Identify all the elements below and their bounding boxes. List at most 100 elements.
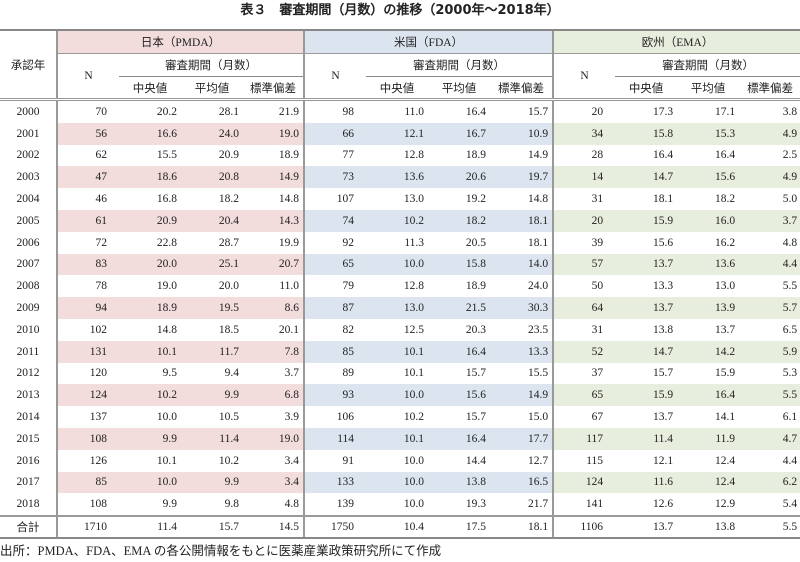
- median-us-cell: 10.1: [403, 367, 425, 380]
- median-eu-cell: 13.7: [615, 515, 678, 540]
- n-us-cell: 73: [303, 166, 367, 189]
- year-cell: 2002: [16, 149, 40, 162]
- median-eu-cell: 15.7: [652, 367, 674, 380]
- mean-japan-cell: 15.7: [181, 515, 243, 540]
- mean-us-cell: 15.6: [428, 384, 491, 407]
- mean-eu-cell: 13.6: [677, 253, 740, 276]
- median-japan-cell: 16.8: [156, 193, 177, 206]
- sd-us-cell: 18.1: [490, 209, 554, 232]
- sd-eu-cell: 5.7: [739, 297, 800, 319]
- sd-japan-cell: 21.9: [278, 105, 300, 118]
- sd-japan-cell: 3.4: [243, 471, 305, 494]
- median-eu-cell: 15.8: [615, 122, 678, 145]
- sd-us-cell: 24.0: [527, 280, 549, 293]
- sd-us-cell: 14.9: [490, 384, 554, 407]
- table-row: 2014 137 10.0 10.5 3.9 106 10.2 15.7 15.0 67 13.7 1…: [0, 406, 800, 428]
- median-us-cell: 10.2: [366, 209, 429, 232]
- table-row: 2002 62 15.5 20.9 18.9 77 12.8 18.9 14.9 28 16.4 16…: [0, 144, 800, 167]
- n-japan-cell: 46: [56, 188, 119, 210]
- mean-eu-cell: 13.9: [677, 297, 740, 319]
- median-us-cell: 11.3: [404, 236, 425, 249]
- median-us-cell: 10.1: [366, 340, 429, 363]
- table-row: 2017 85 10.0 9.9 3.4 133 10.0 13.8 16.5 124 11.6 12…: [0, 471, 800, 494]
- median-japan-cell: 10.1: [156, 454, 177, 467]
- year-cell: 2017: [16, 476, 40, 489]
- n-us-cell: 82: [303, 318, 367, 341]
- median-us-cell: 10.0: [403, 454, 425, 467]
- median-japan-cell: 10.0: [156, 411, 177, 424]
- n-us-cell: 77: [303, 144, 367, 167]
- median-us-cell: 12.1: [366, 122, 429, 145]
- year-cell: 2007: [16, 258, 40, 271]
- n-japan-cell: 126: [56, 449, 119, 472]
- year-cell: 2013: [16, 389, 40, 402]
- mean-eu-cell: 16.4: [714, 149, 736, 162]
- median-eu-cell: 17.3: [652, 105, 674, 118]
- median-us-cell: 12.5: [403, 323, 425, 336]
- sd-japan-cell: 14.3: [243, 209, 305, 232]
- mean-eu-cell: 12.4: [677, 471, 740, 494]
- mean-eu-cell: 13.0: [714, 280, 736, 293]
- mean-japan-cell: 11.7: [181, 340, 243, 363]
- median-us-cell: 13.6: [366, 166, 429, 189]
- mean-us-cell: 16.7: [428, 122, 491, 145]
- mean-us-cell: 15.7: [465, 411, 487, 424]
- n-us-cell: 93: [303, 384, 367, 407]
- sd-japan-cell: 11.0: [279, 280, 300, 293]
- year-cell: 2000: [16, 105, 40, 118]
- median-eu-cell: 14.7: [615, 166, 678, 189]
- median-eu-cell: 11.6: [615, 471, 678, 494]
- sd-eu-cell: 5.9: [739, 340, 800, 363]
- sd-eu-cell: 3.8: [782, 105, 798, 118]
- year-cell: 2003: [16, 171, 40, 184]
- sd-us-cell: 18.1: [490, 515, 554, 540]
- median-eu-cell: 13.7: [615, 297, 678, 319]
- table-row: 2013 124 10.2 9.9 6.8 93 10.0 15.6 14.9 65 15.9 16.…: [0, 384, 800, 407]
- median-japan-cell: 20.2: [156, 105, 177, 118]
- mean-us-cell: 16.4: [428, 427, 491, 450]
- mean-eu-cell: 15.6: [677, 166, 740, 189]
- total-row: 合計 1710 11.4 15.7 14.5 1750 10.4 17.5 18.1 1106 13…: [0, 515, 800, 540]
- mean-eu-cell: 12.9: [714, 498, 736, 511]
- n-us-cell: 91: [303, 449, 367, 472]
- median-eu-cell: 13.8: [652, 323, 674, 336]
- n-us-cell: 89: [303, 362, 367, 385]
- median-us-cell: 11.0: [404, 105, 425, 118]
- median-japan-cell: 11.4: [119, 515, 181, 540]
- sd-us-cell: 15.5: [527, 367, 549, 380]
- year-header: 承認年: [0, 29, 57, 101]
- mean-us-cell: 18.9: [465, 280, 487, 293]
- n-eu-cell: 20: [552, 99, 616, 123]
- sd-us-cell: 14.0: [490, 253, 554, 276]
- n-japan-cell: 137: [56, 406, 119, 428]
- n-eu-cell: 64: [552, 297, 616, 319]
- median-japan-cell: 18.9: [119, 297, 181, 319]
- n-eu-cell: 115: [552, 449, 616, 472]
- median-japan-cell: 20.0: [119, 253, 181, 276]
- mean-japan-cell: 9.9: [181, 471, 243, 494]
- median-eu-cell: 13.3: [652, 280, 674, 293]
- n-eu-cell: 28: [552, 144, 616, 167]
- sd-eu-cell: 4.8: [782, 236, 798, 249]
- sd-eu-cell: 5.3: [782, 367, 798, 380]
- n-japan-cell: 83: [56, 253, 119, 276]
- region-header-japan: 日本（PMDA）: [55, 29, 305, 54]
- median-us-cell: 13.0: [366, 297, 429, 319]
- mean-us-cell: 21.5: [428, 297, 491, 319]
- n-eu-cell: 117: [552, 427, 616, 450]
- median-eu-cell: 15.9: [615, 384, 678, 407]
- sd-eu-cell: 5.4: [782, 498, 798, 511]
- table-row: 2011 131 10.1 11.7 7.8 85 10.1 16.4 13.3 52 14.7 14…: [0, 340, 800, 363]
- n-japan-cell: 108: [56, 427, 119, 450]
- sd-eu-cell: 4.4: [782, 454, 798, 467]
- review-period-table: 承認年 日本（PMDA） 米国（FDA） 欧州（EMA） N 審査期間（月数） …: [0, 29, 800, 540]
- n-us-cell: 107: [303, 188, 367, 210]
- table-row: 2012 120 9.5 9.4 3.7 89 10.1 15.7 15.5 37 15.7 15.9…: [0, 362, 800, 385]
- mean-eu-cell: 18.2: [714, 193, 736, 206]
- table-row: 2005 61 20.9 20.4 14.3 74 10.2 18.2 18.1 20 15.9 16…: [0, 209, 800, 232]
- sd-japan-cell: 19.0: [243, 427, 305, 450]
- median-japan-cell: 19.0: [156, 280, 177, 293]
- year-cell: 2012: [16, 367, 40, 380]
- mean-us-cell: 13.8: [428, 471, 491, 494]
- n-japan-cell: 94: [56, 297, 119, 319]
